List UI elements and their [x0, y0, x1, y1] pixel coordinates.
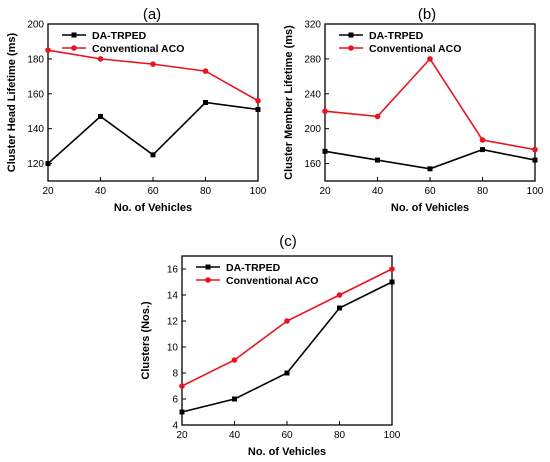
series-line-2 [324, 57, 536, 151]
x-tick-label: 100 [250, 186, 267, 197]
x-tick-label: 60 [147, 186, 159, 197]
series-line-1 [324, 148, 536, 170]
y-tick-label: 8 [172, 369, 178, 380]
x-tick-label: 40 [95, 186, 107, 197]
data-point [203, 100, 208, 105]
x-tick-label: 60 [281, 430, 293, 441]
data-point [232, 396, 237, 402]
legend-label: DA-TRPED [369, 30, 424, 42]
x-tick-label: 20 [176, 430, 188, 441]
legend-label: DA-TRPED [92, 30, 147, 42]
x-axis-title: No. of Vehicles [248, 446, 326, 458]
y-tick-label: 200 [304, 124, 321, 135]
data-point [322, 108, 328, 115]
data-point [480, 147, 485, 153]
data-point [284, 370, 290, 376]
series-line-2 [47, 49, 259, 102]
legend-marker [205, 277, 211, 283]
y-tick-label: 160 [304, 159, 321, 170]
data-point [45, 47, 51, 53]
x-axis-title: No. of Vehicles [391, 202, 469, 214]
data-point [389, 279, 395, 285]
legend-label: Conventional ACO [369, 43, 461, 55]
data-point [532, 157, 538, 163]
y-tick-label: 200 [27, 20, 44, 31]
x-tick-label: 60 [424, 186, 436, 197]
data-point [255, 106, 261, 112]
x-tick-label: 80 [334, 430, 346, 441]
data-point [179, 409, 185, 415]
y-tick-label: 4 [172, 421, 178, 432]
y-tick-label: 12 [167, 317, 179, 328]
x-tick-label: 40 [372, 186, 384, 197]
data-point [389, 266, 395, 272]
x-tick-label: 20 [319, 186, 331, 197]
x-tick-label: 40 [229, 430, 241, 441]
legend-label: Conventional ACO [92, 43, 184, 55]
legend-marker [205, 264, 211, 270]
y-tick-label: 6 [172, 395, 178, 406]
data-point [98, 113, 103, 119]
y-tick-label: 240 [304, 89, 321, 100]
data-point [375, 157, 380, 163]
y-tick-label: 10 [167, 343, 179, 354]
x-tick-label: 80 [200, 186, 212, 197]
y-axis-title: Cluster Member Lifetime (ms) [283, 25, 295, 180]
data-point [179, 383, 185, 389]
x-tick-label: 20 [42, 186, 54, 197]
legend-label: Conventional ACO [226, 275, 318, 287]
y-axis-title: Clusters (Nos.) [140, 301, 152, 380]
legend-marker [348, 45, 354, 51]
data-point [150, 61, 156, 67]
chart-panel-2: (b) 20 40 60 80 100 160 200 240 280 320 No. of Vehi… [283, 6, 544, 214]
y-tick-label: 180 [27, 54, 44, 65]
data-point [322, 148, 328, 154]
data-point [337, 305, 342, 311]
data-point [532, 146, 538, 153]
data-point [284, 318, 290, 324]
y-tick-label: 160 [27, 89, 44, 100]
data-point [202, 68, 209, 74]
legend-marker [71, 32, 77, 38]
series-line-1 [181, 281, 393, 413]
chart-panel-3: (c) 20 40 60 80 100 4 6 8 10 12 14 16 No. of Vehicles… [140, 233, 401, 458]
data-point [336, 292, 343, 298]
data-point [45, 161, 51, 167]
data-point [427, 56, 433, 62]
x-tick-label: 100 [384, 430, 401, 441]
x-tick-label: 100 [527, 186, 544, 197]
data-point [231, 357, 238, 363]
legend-marker [348, 32, 354, 38]
data-point [97, 56, 104, 62]
y-tick-label: 140 [27, 124, 44, 135]
y-tick-label: 120 [27, 159, 44, 170]
data-point [374, 113, 381, 120]
data-point [255, 97, 261, 104]
chart-panel-1: (a) 20 40 60 80 100 120 140 160 180 200 No. of Vehi… [6, 6, 267, 214]
y-tick-label: 320 [304, 20, 321, 31]
data-point [479, 137, 486, 143]
y-tick-label: 280 [304, 54, 321, 65]
panel-label: (b) [418, 6, 436, 23]
data-point [150, 152, 156, 158]
x-axis-title: No. of Vehicles [114, 202, 192, 214]
panel-label: (a) [143, 6, 161, 23]
legend-marker [71, 45, 77, 51]
y-tick-label: 14 [167, 291, 179, 302]
data-point [427, 166, 433, 172]
y-tick-label: 16 [167, 265, 179, 276]
panel-label: (c) [279, 233, 297, 250]
x-tick-label: 80 [477, 186, 489, 197]
y-axis-title: Cluster Head Lifetime (ms) [6, 32, 18, 172]
legend-label: DA-TRPED [226, 262, 281, 274]
